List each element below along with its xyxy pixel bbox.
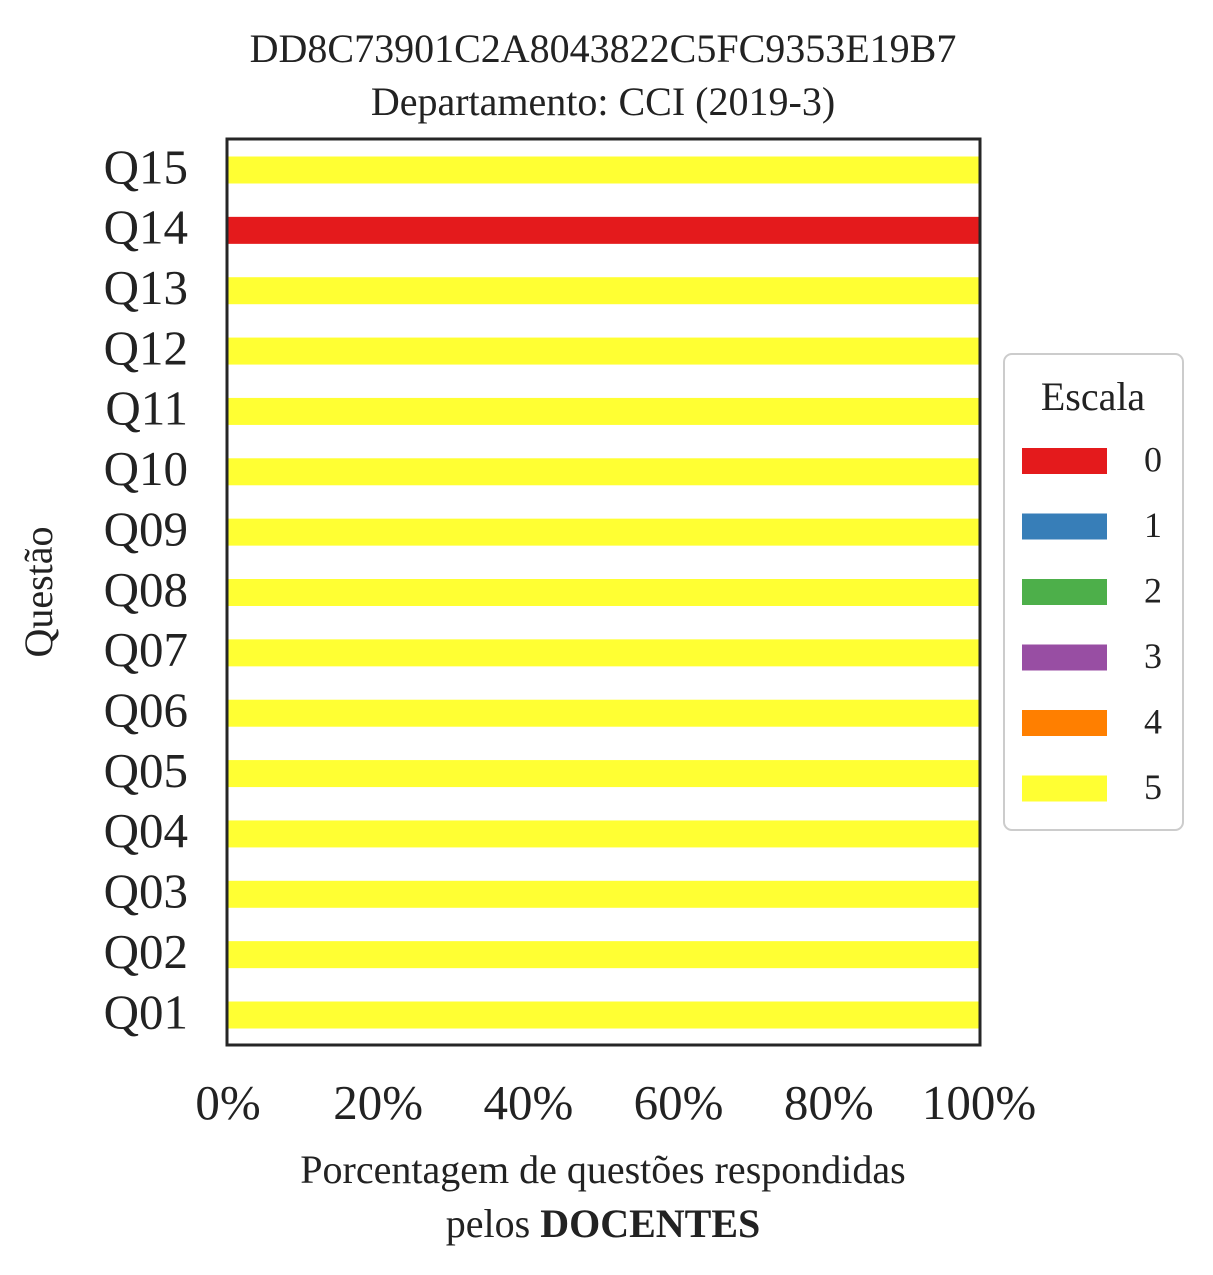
x-tick-2: 40% bbox=[483, 1075, 573, 1130]
y-tick-labels: Q01Q02Q03Q04Q05Q06Q07Q08Q09Q10Q11Q12Q13Q… bbox=[104, 139, 188, 1039]
legend-items: 0 1 2 3 4 5 bbox=[1022, 439, 1162, 807]
bar-q02-scale-5 bbox=[228, 941, 979, 969]
x-tick-5: 100% bbox=[922, 1075, 1036, 1130]
legend-title: Escala bbox=[1041, 374, 1146, 419]
bar-q07-scale-5 bbox=[228, 639, 979, 667]
bar-q08-scale-5 bbox=[228, 579, 979, 606]
bar-q10-scale-5 bbox=[228, 458, 979, 486]
y-tick-q08: Q08 bbox=[104, 562, 188, 617]
y-tick-q01: Q01 bbox=[104, 984, 188, 1039]
bar-q06-scale-5 bbox=[228, 699, 979, 727]
y-tick-q04: Q04 bbox=[104, 803, 188, 858]
y-tick-q02: Q02 bbox=[104, 924, 188, 979]
x-tick-0: 0% bbox=[195, 1075, 260, 1130]
x-axis-label-line1: Porcentagem de questões respondidas bbox=[300, 1147, 905, 1192]
y-tick-q12: Q12 bbox=[104, 320, 188, 375]
y-tick-q07: Q07 bbox=[104, 622, 188, 677]
bar-q01-scale-5 bbox=[228, 1001, 979, 1029]
y-tick-q11: Q11 bbox=[105, 381, 188, 436]
bar-q04-scale-5 bbox=[228, 820, 979, 848]
x-axis-label-line2: pelos DOCENTES bbox=[446, 1201, 761, 1246]
plot-frame bbox=[225, 137, 982, 1047]
y-tick-q09: Q09 bbox=[104, 501, 188, 556]
x-tick-labels: 0% 20% 40% 60% 80% 100% bbox=[195, 1075, 1036, 1130]
legend: Escala 0 1 2 3 4 5 bbox=[1003, 353, 1184, 831]
legend-label-2: 2 bbox=[1144, 570, 1162, 610]
legend-swatch-1 bbox=[1022, 513, 1107, 540]
y-axis-label: Questão bbox=[16, 526, 61, 657]
x-tick-1: 20% bbox=[333, 1075, 423, 1130]
legend-label-0: 0 bbox=[1144, 439, 1162, 479]
bar-q13-scale-5 bbox=[228, 277, 979, 305]
bar-q05-scale-5 bbox=[228, 760, 979, 788]
x-tick-3: 60% bbox=[634, 1075, 724, 1130]
legend-swatch-4 bbox=[1022, 710, 1107, 736]
y-tick-q14: Q14 bbox=[104, 200, 188, 255]
y-tick-q15: Q15 bbox=[104, 139, 188, 194]
legend-swatch-3 bbox=[1022, 644, 1107, 671]
legend-label-1: 1 bbox=[1144, 505, 1162, 545]
bar-q15-scale-5 bbox=[228, 156, 979, 184]
y-tick-q10: Q10 bbox=[104, 441, 188, 496]
bar-q12-scale-5 bbox=[228, 337, 979, 365]
x-axis-label-prefix: pelos bbox=[446, 1201, 540, 1246]
legend-label-5: 5 bbox=[1144, 767, 1162, 807]
x-axis-label-bold: DOCENTES bbox=[540, 1201, 760, 1246]
y-tick-q03: Q03 bbox=[104, 864, 188, 919]
legend-swatch-0 bbox=[1022, 448, 1107, 474]
legend-label-3: 3 bbox=[1144, 636, 1162, 676]
y-tick-q06: Q06 bbox=[104, 682, 188, 737]
legend-swatch-5 bbox=[1022, 775, 1107, 802]
x-tick-4: 80% bbox=[784, 1075, 874, 1130]
chart-title: DD8C73901C2A8043822C5FC9353E19B7 bbox=[250, 26, 957, 71]
bar-q14-scale-0 bbox=[228, 216, 979, 244]
y-tick-q05: Q05 bbox=[104, 743, 188, 798]
bar-q09-scale-5 bbox=[228, 518, 979, 546]
legend-swatch-2 bbox=[1022, 579, 1107, 605]
legend-label-4: 4 bbox=[1144, 701, 1162, 741]
chart-subtitle: Departamento: CCI (2019-3) bbox=[371, 79, 835, 124]
bar-q03-scale-5 bbox=[228, 880, 979, 908]
bar-q11-scale-5 bbox=[228, 397, 979, 425]
bar-area bbox=[228, 156, 979, 1029]
y-tick-q13: Q13 bbox=[104, 260, 188, 315]
